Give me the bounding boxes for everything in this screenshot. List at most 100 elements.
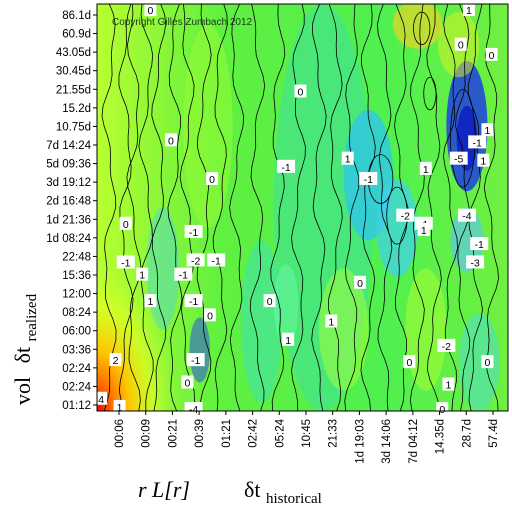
y-tick-label: 3d 19:12 bbox=[46, 177, 91, 189]
svg-text:-4: -4 bbox=[189, 404, 198, 416]
svg-text:-1: -1 bbox=[364, 174, 373, 186]
x-axis-title: r L[r] δt historical bbox=[138, 477, 322, 507]
contour-label: -2 bbox=[396, 208, 415, 223]
contour-line bbox=[167, 4, 183, 411]
svg-text:0: 0 bbox=[298, 87, 304, 99]
contour-label: -1 bbox=[174, 267, 193, 282]
svg-text:0: 0 bbox=[184, 378, 190, 390]
contour-label: -4 bbox=[184, 401, 203, 416]
svg-text:0: 0 bbox=[267, 296, 273, 308]
contour-label: 1 bbox=[462, 3, 475, 17]
svg-text:2: 2 bbox=[113, 355, 119, 367]
svg-text:1: 1 bbox=[480, 156, 486, 168]
contour-line bbox=[249, 4, 266, 411]
x-tick-label: 57.4d bbox=[488, 419, 500, 448]
y-tick-label: 1d 08:24 bbox=[46, 233, 91, 245]
x-tick-label: 00:39 bbox=[194, 419, 206, 448]
svg-text:1: 1 bbox=[466, 5, 472, 17]
svg-text:0: 0 bbox=[485, 357, 491, 369]
svg-text:-1: -1 bbox=[212, 255, 221, 267]
svg-text:δt historical: δt historical bbox=[244, 477, 322, 507]
contour-label: 0 bbox=[454, 37, 467, 52]
contour-label: 0 bbox=[294, 84, 307, 99]
contour-line bbox=[196, 4, 212, 411]
x-tick-label: 00:09 bbox=[141, 419, 153, 448]
svg-text:-1: -1 bbox=[281, 162, 290, 174]
svg-text:1: 1 bbox=[148, 296, 154, 308]
y-axis-dt: δt bbox=[10, 347, 35, 363]
contour-label: 0 bbox=[354, 275, 367, 290]
svg-text:4: 4 bbox=[98, 394, 104, 406]
contour-line bbox=[376, 4, 393, 411]
contour-label: -1 bbox=[184, 224, 203, 239]
contour-line bbox=[394, 4, 409, 411]
contour-label: 0 bbox=[403, 355, 416, 369]
x-tick-label: 01:21 bbox=[221, 419, 233, 448]
contour-line bbox=[118, 4, 134, 411]
contour-label: -5 bbox=[449, 151, 468, 166]
svg-text:-1: -1 bbox=[473, 137, 482, 149]
contour-line bbox=[409, 4, 425, 411]
contour-label: -2 bbox=[186, 253, 205, 267]
y-tick-label: 5d 09:36 bbox=[46, 159, 91, 171]
x-tick-label: 00:06 bbox=[114, 419, 126, 448]
y-tick-label: 15.2d bbox=[62, 103, 91, 115]
hot-corner bbox=[97, 260, 177, 411]
contour-label: 1 bbox=[325, 314, 338, 328]
x-axis-sub: historical bbox=[266, 491, 322, 507]
color-region bbox=[183, 24, 233, 228]
x-tick-label: 00:21 bbox=[167, 419, 179, 448]
contour-loop bbox=[413, 11, 431, 46]
y-tick-label: 2d 16:48 bbox=[46, 196, 91, 208]
svg-text:-1: -1 bbox=[475, 239, 484, 251]
y-tick-label: 03:36 bbox=[62, 344, 91, 356]
contour-lines bbox=[101, 4, 499, 411]
contour-label: 0 bbox=[164, 133, 177, 147]
y-tick-label: 02:24 bbox=[62, 363, 91, 375]
contour-label: 1 bbox=[417, 222, 430, 237]
x-tick-label: 14.35d bbox=[435, 419, 447, 454]
svg-text:1: 1 bbox=[139, 270, 145, 282]
y-tick-label: 86.1d bbox=[62, 10, 91, 22]
y-tick-label: 12:00 bbox=[62, 289, 91, 301]
contour-label: 0 bbox=[481, 355, 494, 369]
contour-label: -1 bbox=[184, 294, 203, 308]
y-tick-label: 02:24 bbox=[62, 381, 91, 393]
svg-text:0: 0 bbox=[148, 5, 154, 17]
svg-text:-2: -2 bbox=[401, 211, 410, 223]
contour-line bbox=[483, 4, 499, 411]
contour-label: 0 bbox=[144, 3, 157, 17]
contour-label: 4 bbox=[95, 391, 108, 406]
y-tick-label: 15:36 bbox=[62, 270, 91, 282]
contour-label: 1 bbox=[481, 123, 494, 137]
y-axis-title: vol δt realized bbox=[10, 293, 40, 405]
contour-line bbox=[126, 4, 142, 411]
svg-text:1: 1 bbox=[421, 225, 427, 237]
svg-text:0: 0 bbox=[168, 135, 174, 147]
svg-text:0: 0 bbox=[123, 219, 129, 231]
contour-line bbox=[328, 4, 343, 411]
contour-label: 1 bbox=[341, 151, 354, 166]
contour-line bbox=[344, 4, 360, 411]
contour-label: -2 bbox=[437, 338, 456, 353]
x-tick-label: 02:42 bbox=[248, 419, 260, 448]
y-tick-label: 1d 21:36 bbox=[46, 214, 91, 226]
contour-line bbox=[426, 4, 442, 411]
contour-label: 1 bbox=[282, 332, 295, 347]
svg-text:0: 0 bbox=[357, 278, 363, 290]
svg-text:-1: -1 bbox=[189, 296, 198, 308]
y-tick-label: 60.9d bbox=[62, 29, 91, 41]
svg-text:1: 1 bbox=[117, 402, 123, 414]
y-tick-label: 08:24 bbox=[62, 307, 91, 319]
contour-label: 1 bbox=[113, 399, 126, 414]
color-region bbox=[458, 313, 500, 411]
contour-label: -1 bbox=[277, 159, 296, 174]
x-tick-label: 10:45 bbox=[301, 419, 313, 448]
x-tick-label: 28.7d bbox=[461, 419, 473, 448]
y-axis-ticks: 86.1d 60.9d 43.05d 30.45d 21.55d 15.2d 10.75d 7… bbox=[46, 10, 97, 412]
color-region bbox=[376, 179, 418, 277]
svg-text:0: 0 bbox=[458, 40, 464, 52]
contour-label: -1 bbox=[207, 253, 226, 267]
